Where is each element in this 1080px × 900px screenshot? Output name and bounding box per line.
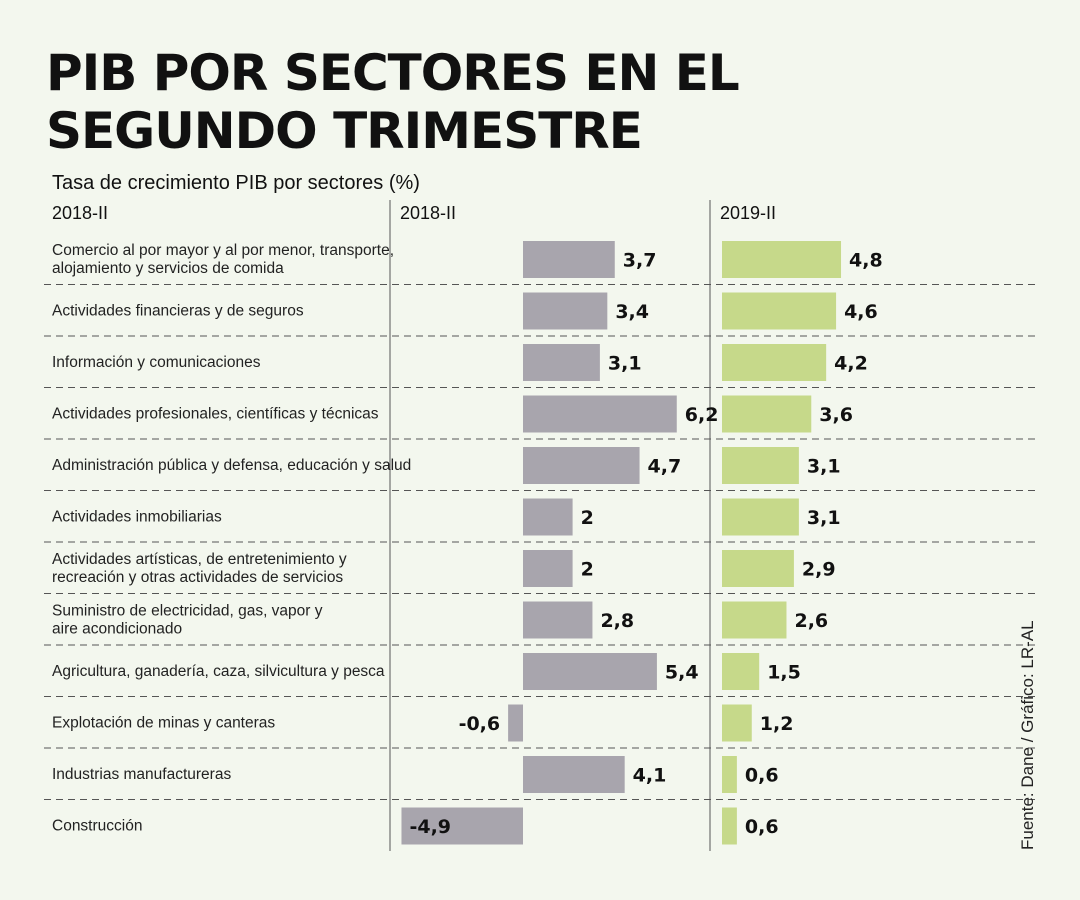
data-label-2018: 2,8 [600,610,634,632]
data-label-2018: 5,4 [665,662,699,684]
category-label: Administración pública y defensa, educac… [52,457,411,474]
data-label-2019: 1,5 [767,662,801,684]
data-label-2019: 3,1 [807,456,841,478]
series-2019-header: 2019-II [720,203,777,223]
category-label: Construcción [52,817,142,834]
bar-2018 [508,704,523,742]
data-label-2018: -0,6 [459,713,501,735]
category-label: Información y comunicaciones [52,354,261,371]
chart-title-line-1: PIB POR SECTORES EN EL [46,44,740,102]
data-label-2018: 4,7 [648,456,682,478]
data-label-2018: 3,7 [623,250,657,272]
data-label-2018: 6,2 [685,404,719,426]
category-label: recreación y otras actividades de servic… [52,569,343,586]
data-label-2019: 4,6 [844,301,878,323]
data-label-2018: 3,1 [608,353,642,375]
category-label: alojamiento y servicios de comida [52,260,284,277]
category-label: Actividades artísticas, de entretenimien… [52,551,347,568]
bar-2019 [722,292,837,330]
bar-2018 [523,756,625,793]
series-2018-header: 2018-II [400,203,457,223]
data-label-2018: 3,4 [615,301,649,323]
bar-2018 [401,807,523,845]
bar-2019 [722,807,737,845]
data-label-2018: 4,1 [633,765,667,787]
label-column-header: 2018-II [52,203,109,223]
category-label: Actividades profesionales, científicas y… [52,405,379,422]
category-label: Suministro de electricidad, gas, vapor y [52,602,323,619]
data-label-2019: 0,6 [745,816,779,838]
category-label: Comercio al por mayor y al por menor, tr… [52,242,394,259]
category-label: Industrias manufactureras [52,766,231,783]
bar-2019 [722,447,799,484]
bar-2019 [722,395,812,433]
bar-2018 [523,550,573,587]
data-label-2019: 1,2 [760,713,794,735]
bar-2019 [722,653,760,690]
bar-2018 [523,241,615,278]
bar-2018 [523,292,608,330]
bar-2019 [722,241,842,278]
bar-2019 [722,704,752,742]
data-label-2019: 0,6 [745,765,779,787]
category-label: Actividades financieras y de seguros [52,302,304,319]
chart-subtitle: Tasa de crecimiento PIB por sectores (%) [52,172,420,194]
data-label-2018: -4,9 [409,816,451,838]
data-label-2019: 3,6 [819,404,853,426]
source-credit: Fuente: Dane / Gráfico: LR-AL [1018,620,1037,850]
data-label-2018: 2 [581,559,594,581]
bar-2019 [722,601,787,639]
bar-2018 [523,498,573,536]
bar-2018 [523,601,593,639]
category-label: aire acondicionado [52,620,182,637]
bar-2019 [722,498,799,536]
bar-2019 [722,550,794,587]
data-label-2019: 2,9 [802,559,836,581]
bar-2019 [722,344,827,381]
data-label-2019: 2,6 [794,610,828,632]
chart-title: PIB POR SECTORES EN EL SEGUNDO TRIMESTRE [46,44,740,160]
bar-2018 [523,344,600,381]
category-label: Explotación de minas y canteras [52,714,275,731]
chart-title-line-2: SEGUNDO TRIMESTRE [46,102,643,160]
data-label-2019: 4,2 [834,353,868,375]
bar-2019 [722,756,737,793]
bar-2018 [523,395,677,433]
bar-2018 [523,653,657,690]
data-label-2019: 3,1 [807,507,841,529]
bar-2018 [523,447,640,484]
data-label-2019: 4,8 [849,250,883,272]
category-label: Actividades inmobiliarias [52,508,222,525]
data-label-2018: 2 [581,507,594,529]
category-label: Agricultura, ganadería, caza, silvicultu… [52,663,385,680]
